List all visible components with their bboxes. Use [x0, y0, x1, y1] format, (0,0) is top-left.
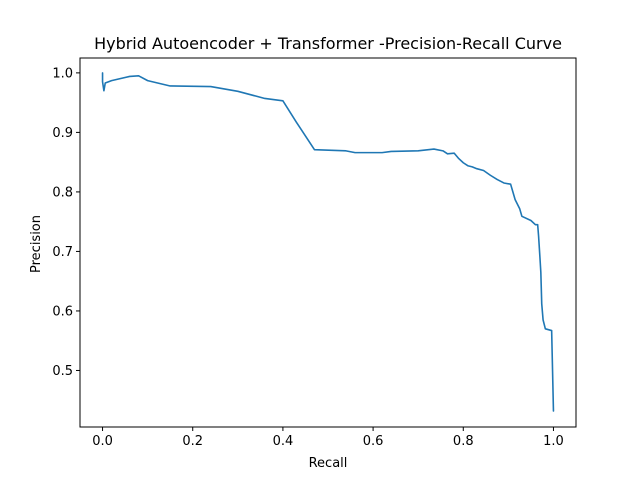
- x-tick-label-4: 0.8: [453, 434, 474, 449]
- y-tick-label-3: 0.8: [52, 185, 73, 200]
- plot-frame: [79, 57, 577, 428]
- x-tick-label-3: 0.6: [363, 434, 384, 449]
- y-axis-label: Precision: [29, 215, 44, 273]
- plot-area: 0.0 0.2 0.4 0.6 0.8 1.0 0.5 0.6 0.7 0.8 0.9 1.0: [52, 57, 577, 449]
- y-tick-label-5: 1.0: [52, 66, 73, 81]
- x-tick-label-5: 1.0: [543, 434, 564, 449]
- chart-title: Hybrid Autoencoder + Transformer -Precis…: [94, 34, 562, 53]
- y-tick-label-1: 0.6: [52, 304, 73, 319]
- x-axis-label: Recall: [309, 456, 348, 471]
- y-tick-label-0: 0.5: [52, 364, 73, 379]
- y-tick-label-4: 0.9: [52, 126, 73, 141]
- x-tick-label-0: 0.0: [92, 434, 113, 449]
- x-tick-label-2: 0.4: [273, 434, 294, 449]
- x-tick-label-1: 0.2: [182, 434, 203, 449]
- series-line-0: [101, 72, 555, 412]
- y-tick-label-2: 0.7: [52, 245, 73, 260]
